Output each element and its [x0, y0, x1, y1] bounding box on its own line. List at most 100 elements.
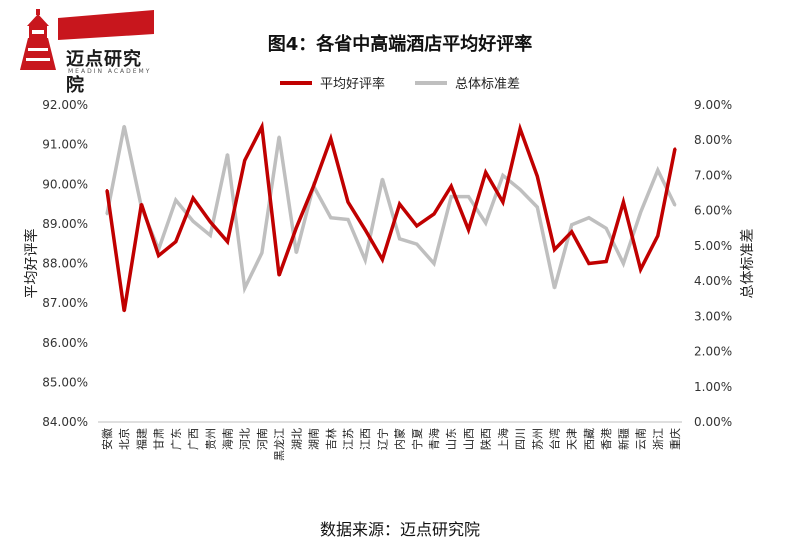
series-avg-point	[312, 185, 315, 188]
series-std-point	[105, 212, 109, 216]
y-left-tick-label: 85.00%	[42, 375, 88, 389]
series-std-point	[363, 258, 367, 262]
y-left-tick-label: 88.00%	[42, 257, 88, 271]
series-avg-point	[140, 202, 143, 206]
x-category-label: 山西	[462, 428, 475, 450]
series-std-point	[295, 251, 298, 255]
logo-banner	[58, 10, 154, 40]
y-right-tick-label: 9.00%	[694, 98, 732, 112]
y-left-tick-label: 87.00%	[42, 296, 88, 310]
series-std-point	[415, 242, 419, 246]
series-avg-line	[105, 120, 677, 312]
x-category-label: 苏州	[531, 428, 544, 450]
series-avg-point	[656, 234, 659, 237]
series-std-line	[105, 125, 677, 295]
series-avg-point	[260, 125, 264, 128]
series-avg-point	[570, 230, 573, 233]
x-category-label: 新疆	[616, 428, 630, 450]
x-category-label: 辽宁	[375, 428, 389, 450]
x-category-label: 江西	[359, 428, 372, 450]
x-category-label: 广东	[170, 428, 183, 450]
series-std-point	[570, 223, 573, 226]
x-category-label: 江苏	[342, 428, 355, 450]
logo-name: 迈点研究院	[66, 49, 142, 96]
lighthouse-icon	[20, 9, 56, 70]
series-std-point	[450, 195, 453, 198]
series-std-point	[622, 262, 625, 265]
series-std-point	[518, 188, 522, 191]
series-std-point	[260, 251, 264, 255]
x-category-label: 天津	[566, 428, 579, 450]
y-left-tick-label: 91.00%	[42, 138, 88, 152]
series-std-point	[174, 198, 178, 202]
series-avg-point	[363, 228, 367, 232]
legend-label-avg: 平均好评率	[319, 77, 385, 92]
chart-labels: 84.00% 85.00% 86.00% 87.00% 88.00% 89.00% 90.0…	[23, 98, 756, 461]
series-avg-point	[432, 212, 436, 216]
source-note: 数据来源：迈点研究院	[319, 520, 480, 539]
series-std-point	[673, 204, 677, 207]
series-std-point	[656, 168, 659, 172]
series-avg-point	[604, 260, 608, 263]
legend-swatch-avg	[279, 80, 312, 85]
series-std-point	[501, 174, 505, 177]
series-std-point	[226, 153, 229, 156]
series-avg-point	[501, 200, 505, 204]
x-category-label: 青海	[427, 428, 441, 450]
series-avg-point	[209, 220, 212, 224]
series-avg-point	[415, 224, 419, 228]
x-category-label: 安徽	[100, 428, 114, 450]
series-avg-point	[174, 240, 178, 243]
series-avg-point	[243, 159, 246, 162]
series-std-point	[329, 216, 332, 219]
legend-label-std: 总体标准差	[455, 77, 521, 92]
series-avg-point	[587, 262, 591, 265]
series-avg-point	[398, 202, 401, 206]
x-category-label: 浙江	[652, 428, 665, 450]
chart-title: 图4：各省中高端酒店平均好评率	[267, 34, 533, 55]
series-std-point	[191, 220, 195, 223]
x-category-label: 广西	[187, 428, 200, 450]
x-category-label: 湖南	[308, 428, 321, 450]
series-avg-point	[346, 200, 350, 204]
series-std-point	[243, 286, 246, 290]
x-category-label: 湖北	[290, 428, 303, 450]
series-avg-point	[295, 226, 298, 230]
series-avg-point	[450, 185, 453, 188]
series-std-point	[346, 218, 350, 221]
y-left-tick-label: 89.00%	[42, 217, 88, 231]
legend-item-avg: 平均好评率	[279, 73, 385, 92]
series-avg-point	[277, 274, 281, 277]
legend-swatch-std	[415, 80, 447, 85]
x-category-label: 贵州	[204, 428, 217, 450]
x-category-label: 重庆	[668, 428, 682, 450]
x-category-label: 内蒙	[393, 428, 407, 450]
logo-subtitle: MEADIN ACADEMY	[68, 68, 152, 75]
series-avg-point	[381, 258, 384, 261]
x-category-label: 北京	[117, 428, 131, 450]
x-category-label: 河北	[239, 428, 252, 450]
series-avg-point	[191, 196, 195, 200]
series-std-point	[381, 177, 384, 181]
y-left-tick-label: 86.00%	[42, 336, 88, 350]
logo: 迈点研究院 MEADIN ACADEMY	[18, 8, 158, 96]
x-category-label: 福建	[134, 428, 148, 450]
x-category-label: 上海	[496, 428, 510, 450]
x-category-label: 海南	[220, 428, 234, 450]
series-avg-group	[105, 120, 677, 313]
series-avg-point	[123, 309, 126, 313]
y-right-tick-label: 3.00%	[694, 309, 732, 323]
series-std-point	[639, 211, 642, 214]
series-avg-point	[639, 268, 642, 271]
series-avg-point	[673, 147, 677, 150]
x-category-label: 吉林	[324, 428, 338, 450]
series-std-point	[604, 227, 608, 230]
series-avg-point	[553, 248, 556, 251]
y-right-tick-label: 0.00%	[694, 415, 732, 429]
series-avg-point	[226, 240, 229, 243]
y-left-tick-label: 90.00%	[42, 177, 88, 191]
series-std-point	[209, 234, 212, 237]
legend: 平均好评率 总体标准差	[0, 73, 800, 92]
series-avg-point	[622, 200, 625, 204]
